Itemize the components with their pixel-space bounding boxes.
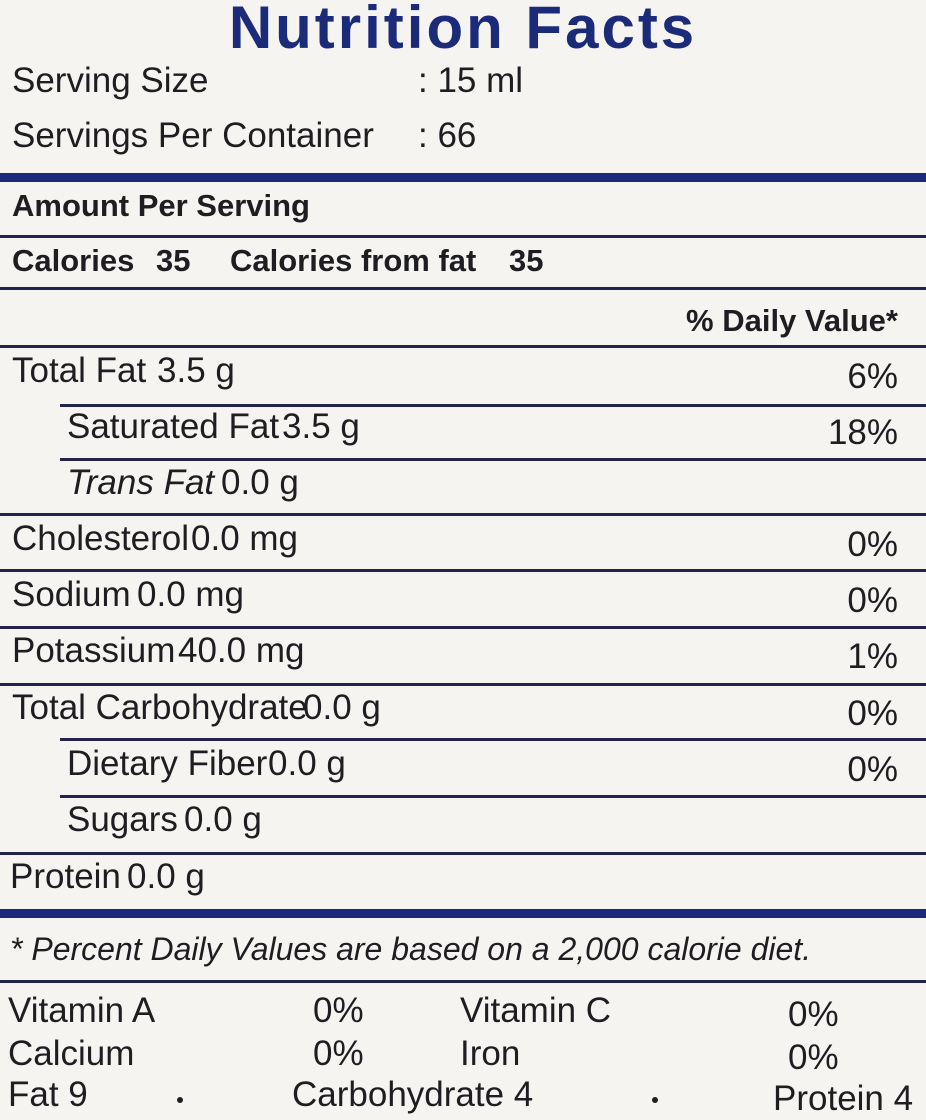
nutrient-amount-total-carbohydrate: 0.0 g [303,688,381,727]
nutrient-dv-dietary-fiber: 0% [847,750,898,789]
divider-thick-bottom [0,909,926,918]
nutrient-amount-protein: 0.0 g [127,857,205,896]
divider [0,513,926,516]
vitamin-name-iron: Iron [460,1034,521,1073]
nutrient-amount-potassium: 40.0 mg [178,631,305,670]
nutrient-name-sugars: Sugars [67,800,178,839]
divider-thick-top [0,173,926,182]
nutrient-amount-cholesterol: 0.0 mg [191,519,298,558]
bullet-separator [652,1097,658,1103]
vitamin-value-iron: 0% [788,1038,839,1077]
calories-from-fat-value: 35 [509,243,544,278]
divider [0,287,926,290]
vitamin-value-calcium: 0% [313,1034,364,1073]
nutrient-name-protein: Protein [10,857,121,896]
vitamin-value-c: 0% [788,995,839,1034]
daily-value-header: % Daily Value* [686,303,898,338]
nutrient-name-saturated-fat: Saturated Fat [67,407,280,446]
nutrient-name-trans-fat: Trans Fat [67,463,215,502]
divider [60,738,926,741]
nutrient-name-sodium: Sodium [12,575,131,614]
nutrient-dv-total-carbohydrate: 0% [847,694,898,733]
divider [0,980,926,983]
calories-from-fat-label: Calories from fat [230,243,477,278]
footnote: * Percent Daily Values are based on a 2,… [10,928,811,970]
divider [60,404,926,407]
nutrient-amount-total-fat: 3.5 g [157,351,235,390]
bullet-separator [177,1097,183,1103]
servings-per-container-value: : 66 [418,116,477,155]
vitamin-name-c: Vitamin C [460,991,612,1030]
nutrient-amount-sugars: 0.0 g [184,800,262,839]
vitamin-name-a: Vitamin A [8,991,156,1030]
divider [0,683,926,686]
nutrient-name-total-carbohydrate: Total Carbohydrate [12,688,308,727]
calories-value: 35 [156,243,191,278]
nutrient-name-potassium: Potassium [12,631,176,670]
divider [60,458,926,461]
divider [0,569,926,572]
calories-per-gram-protein: Protein 4 [773,1079,914,1118]
calories-per-gram-fat: Fat 9 [8,1075,88,1114]
servings-per-container-label: Servings Per Container [12,116,374,155]
divider [0,235,926,238]
nutrient-name-dietary-fiber: Dietary Fiber [67,744,268,783]
nutrient-dv-cholesterol: 0% [847,525,898,564]
page-title: Nutrition Facts [228,0,698,61]
divider [0,852,926,855]
nutrient-dv-total-fat: 6% [847,357,898,396]
nutrient-amount-saturated-fat: 3.5 g [282,407,360,446]
vitamin-value-a: 0% [313,991,364,1030]
amount-per-serving: Amount Per Serving [12,188,310,223]
nutrient-name-cholesterol: Cholesterol [12,519,190,558]
serving-size-label: Serving Size [12,61,209,100]
divider [0,345,926,348]
calories-per-gram-carbohydrate: Carbohydrate 4 [292,1075,534,1114]
divider [0,626,926,629]
serving-size-value: : 15 ml [418,61,524,100]
nutrient-name-total-fat: Total Fat [12,351,147,390]
nutrient-amount-sodium: 0.0 mg [137,575,244,614]
divider [60,795,926,798]
calories-label: Calories [12,243,135,278]
footnote-text: * Percent Daily Values are based on a 2,… [10,931,812,967]
nutrient-dv-sodium: 0% [847,581,898,620]
nutrient-amount-trans-fat: 0.0 g [221,463,299,502]
nutrient-amount-dietary-fiber: 0.0 g [268,744,346,783]
nutrient-dv-saturated-fat: 18% [827,413,898,452]
vitamin-name-calcium: Calcium [8,1034,135,1073]
nutrient-dv-potassium: 1% [847,637,898,676]
